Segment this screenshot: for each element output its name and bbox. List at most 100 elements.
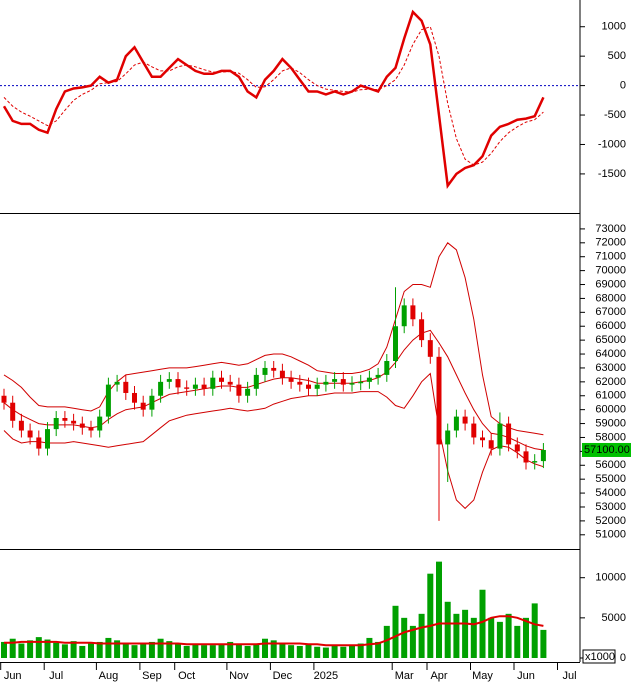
volume-bar: [531, 603, 538, 658]
y-tick-label: 52000: [595, 515, 626, 527]
candle-body: [175, 379, 181, 388]
candle-body: [201, 384, 207, 389]
volume-bar: [157, 638, 164, 658]
candle-body: [62, 417, 68, 421]
volume-bar: [9, 638, 16, 658]
candle-body: [436, 356, 442, 445]
volume-bar: [227, 641, 234, 658]
candle-body: [427, 340, 433, 357]
y-tick-label: 69000: [595, 278, 626, 290]
y-tick-label: 51000: [595, 529, 626, 541]
y-tick-label: 72000: [595, 237, 626, 249]
y-tick-label: 73000: [595, 223, 626, 235]
volume-bar: [166, 641, 173, 658]
x-tick-label: Jun: [4, 670, 22, 682]
volume-bar: [305, 644, 312, 658]
candle-body: [375, 374, 381, 378]
candle-body: [297, 381, 303, 385]
candle-body: [393, 326, 398, 361]
bollinger-lower: [3, 372, 544, 510]
y-tick-label: 55000: [595, 473, 626, 485]
candle-body: [123, 381, 129, 393]
volume-bar: [296, 645, 303, 658]
candle-body: [523, 451, 529, 463]
volume-bar: [496, 621, 503, 658]
volume-bar: [322, 647, 329, 658]
volume-bar: [357, 643, 364, 658]
volume-bar: [96, 641, 103, 658]
y-tick-label: 10000: [595, 572, 626, 584]
candle-body: [158, 381, 164, 396]
candle-body: [45, 429, 50, 449]
candle-body: [114, 381, 120, 385]
y-tick-label: 63000: [595, 362, 626, 374]
volume-bar: [1, 641, 7, 658]
y-tick-label: 53000: [595, 501, 626, 513]
y-tick-label: 58000: [595, 431, 626, 443]
volume-bar: [331, 645, 338, 658]
x-tick-label: May: [472, 670, 493, 682]
volume-bar: [131, 645, 138, 658]
volume-bar: [218, 643, 225, 658]
y-tick-label: 61000: [595, 390, 626, 402]
volume-bar: [314, 646, 321, 658]
y-tick-label: 64000: [595, 348, 626, 360]
candle-body: [79, 423, 85, 428]
volume-bar: [88, 643, 94, 658]
candle-body: [71, 420, 77, 424]
volume-bar: [105, 637, 112, 658]
bollinger-upper: [3, 242, 544, 436]
volume-bar: [470, 617, 477, 658]
candle-body: [480, 437, 485, 441]
volume-ma: [4, 615, 544, 647]
x-tick-label: Oct: [178, 670, 195, 682]
volume-bar: [70, 641, 77, 658]
candle-body: [245, 388, 251, 396]
volume-bar: [288, 645, 295, 658]
volume-bar: [279, 643, 286, 658]
candle-body: [18, 420, 24, 431]
macd-line: [2, 9, 545, 189]
x-tick-label: Dec: [273, 670, 293, 682]
candle-body: [27, 430, 33, 438]
x-tick-label: Nov: [229, 670, 249, 682]
candle-body: [471, 423, 477, 438]
y-tick-label: 54000: [595, 487, 626, 499]
bollinger-mid: [3, 329, 544, 451]
candle-body: [366, 377, 372, 382]
candle-body: [236, 384, 242, 396]
candle-body: [105, 384, 111, 417]
candle-body: [184, 387, 190, 389]
candle-body: [540, 449, 546, 462]
x-tick-label: Jul: [49, 670, 63, 682]
volume-bar: [35, 637, 42, 658]
last-price-box: [582, 442, 631, 457]
candle-body: [149, 395, 155, 410]
y-tick-label: 5000: [602, 612, 626, 624]
volume-bar: [122, 642, 129, 658]
volume-bar: [436, 561, 442, 658]
volume-bar: [148, 641, 155, 658]
unit-label: x1000: [585, 651, 615, 663]
volume-bar: [514, 625, 521, 658]
candle-body: [323, 381, 329, 385]
volume-bar: [409, 625, 416, 658]
volume-bar: [53, 642, 60, 658]
candle-body: [445, 430, 451, 445]
volume-bar: [375, 641, 382, 658]
candle-body: [10, 402, 16, 421]
candle-body: [219, 377, 224, 382]
volume-bar: [523, 617, 529, 658]
y-tick-label: 60000: [595, 404, 626, 416]
candle-body: [410, 305, 416, 320]
volume-bar: [401, 617, 408, 658]
candle-body: [497, 423, 503, 449]
volume-bar: [418, 613, 425, 658]
y-tick-label: 70000: [595, 265, 626, 277]
volume-bar: [244, 645, 251, 658]
volume-bar: [262, 638, 268, 658]
candle-body: [166, 379, 172, 382]
volume-bar: [192, 644, 199, 658]
last-price-label: 57100.00: [584, 444, 630, 456]
